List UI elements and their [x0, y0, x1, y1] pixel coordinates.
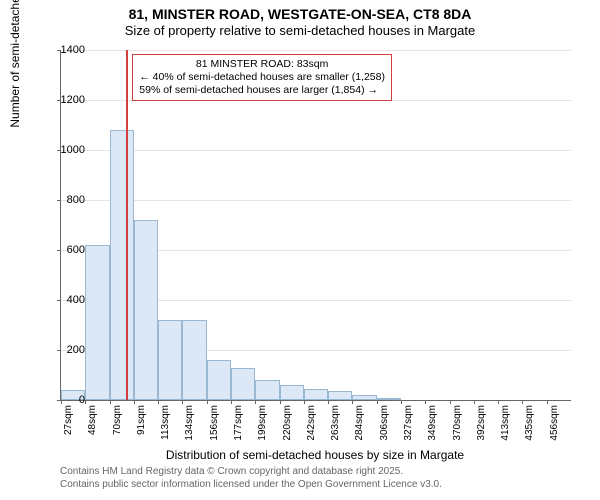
- xtick-label: 284sqm: [354, 405, 365, 445]
- xtick-label: 327sqm: [403, 405, 414, 445]
- xtick-mark: [352, 400, 353, 404]
- histogram-bar: [377, 398, 401, 401]
- gridline: [61, 150, 571, 151]
- xtick-mark: [280, 400, 281, 404]
- xtick-mark: [547, 400, 548, 404]
- xtick-label: 392sqm: [476, 405, 487, 445]
- histogram-bar: [110, 130, 134, 400]
- xtick-label: 113sqm: [160, 405, 171, 445]
- annotation-box: 81 MINSTER ROAD: 83sqm← 40% of semi-deta…: [132, 54, 392, 101]
- xtick-mark: [110, 400, 111, 404]
- xtick-mark: [425, 400, 426, 404]
- gridline: [61, 50, 571, 51]
- xtick-mark: [85, 400, 86, 404]
- xtick-mark: [474, 400, 475, 404]
- ytick-label: 400: [55, 294, 85, 306]
- histogram-bar: [231, 368, 255, 401]
- xtick-mark: [158, 400, 159, 404]
- xtick-mark: [377, 400, 378, 404]
- xtick-mark: [522, 400, 523, 404]
- xtick-label: 370sqm: [452, 405, 463, 445]
- xtick-mark: [207, 400, 208, 404]
- xtick-label: 27sqm: [63, 405, 74, 445]
- marker-line: [126, 50, 128, 400]
- xtick-mark: [450, 400, 451, 404]
- chart-title-main: 81, MINSTER ROAD, WESTGATE-ON-SEA, CT8 8…: [0, 0, 600, 22]
- histogram-bar: [182, 320, 206, 400]
- plot-area: 27sqm48sqm70sqm91sqm113sqm134sqm156sqm17…: [60, 50, 571, 401]
- xtick-mark: [255, 400, 256, 404]
- xtick-label: 134sqm: [184, 405, 195, 445]
- xtick-mark: [134, 400, 135, 404]
- xtick-label: 306sqm: [379, 405, 390, 445]
- xtick-label: 263sqm: [330, 405, 341, 445]
- xtick-mark: [401, 400, 402, 404]
- xtick-mark: [182, 400, 183, 404]
- histogram-bar: [328, 391, 352, 400]
- footer-line-2: Contains public sector information licen…: [60, 479, 442, 492]
- annotation-line-1: 81 MINSTER ROAD: 83sqm: [139, 58, 385, 71]
- xtick-label: 456sqm: [549, 405, 560, 445]
- histogram-bar: [134, 220, 158, 400]
- xtick-label: 349sqm: [427, 405, 438, 445]
- xtick-label: 70sqm: [112, 405, 123, 445]
- chart-title-sub: Size of property relative to semi-detach…: [0, 23, 600, 38]
- ytick-label: 1200: [55, 94, 85, 106]
- xtick-label: 156sqm: [209, 405, 220, 445]
- ytick-label: 1400: [55, 44, 85, 56]
- ytick-label: 200: [55, 344, 85, 356]
- histogram-bar: [158, 320, 182, 400]
- ytick-label: 800: [55, 194, 85, 206]
- xtick-label: 242sqm: [306, 405, 317, 445]
- histogram-bar: [352, 395, 376, 401]
- xtick-mark: [304, 400, 305, 404]
- x-axis-label: Distribution of semi-detached houses by …: [60, 448, 570, 462]
- annotation-line-2: ← 40% of semi-detached houses are smalle…: [139, 71, 385, 84]
- histogram-bar: [85, 245, 109, 400]
- xtick-label: 220sqm: [282, 405, 293, 445]
- footer-attribution: Contains HM Land Registry data © Crown c…: [60, 466, 442, 491]
- histogram-bar: [280, 385, 304, 400]
- ytick-label: 600: [55, 244, 85, 256]
- xtick-label: 48sqm: [87, 405, 98, 445]
- xtick-label: 91sqm: [136, 405, 147, 445]
- gridline: [61, 200, 571, 201]
- xtick-mark: [231, 400, 232, 404]
- xtick-label: 435sqm: [524, 405, 535, 445]
- xtick-mark: [498, 400, 499, 404]
- histogram-bar: [207, 360, 231, 400]
- ytick-label: 0: [55, 394, 85, 406]
- histogram-bar: [255, 380, 279, 400]
- xtick-label: 199sqm: [257, 405, 268, 445]
- xtick-label: 413sqm: [500, 405, 511, 445]
- footer-line-1: Contains HM Land Registry data © Crown c…: [60, 466, 442, 479]
- xtick-mark: [328, 400, 329, 404]
- y-axis-label: Number of semi-detached properties: [8, 0, 22, 128]
- annotation-line-3: 59% of semi-detached houses are larger (…: [139, 84, 385, 97]
- ytick-label: 1000: [55, 144, 85, 156]
- xtick-label: 177sqm: [233, 405, 244, 445]
- histogram-bar: [304, 389, 328, 400]
